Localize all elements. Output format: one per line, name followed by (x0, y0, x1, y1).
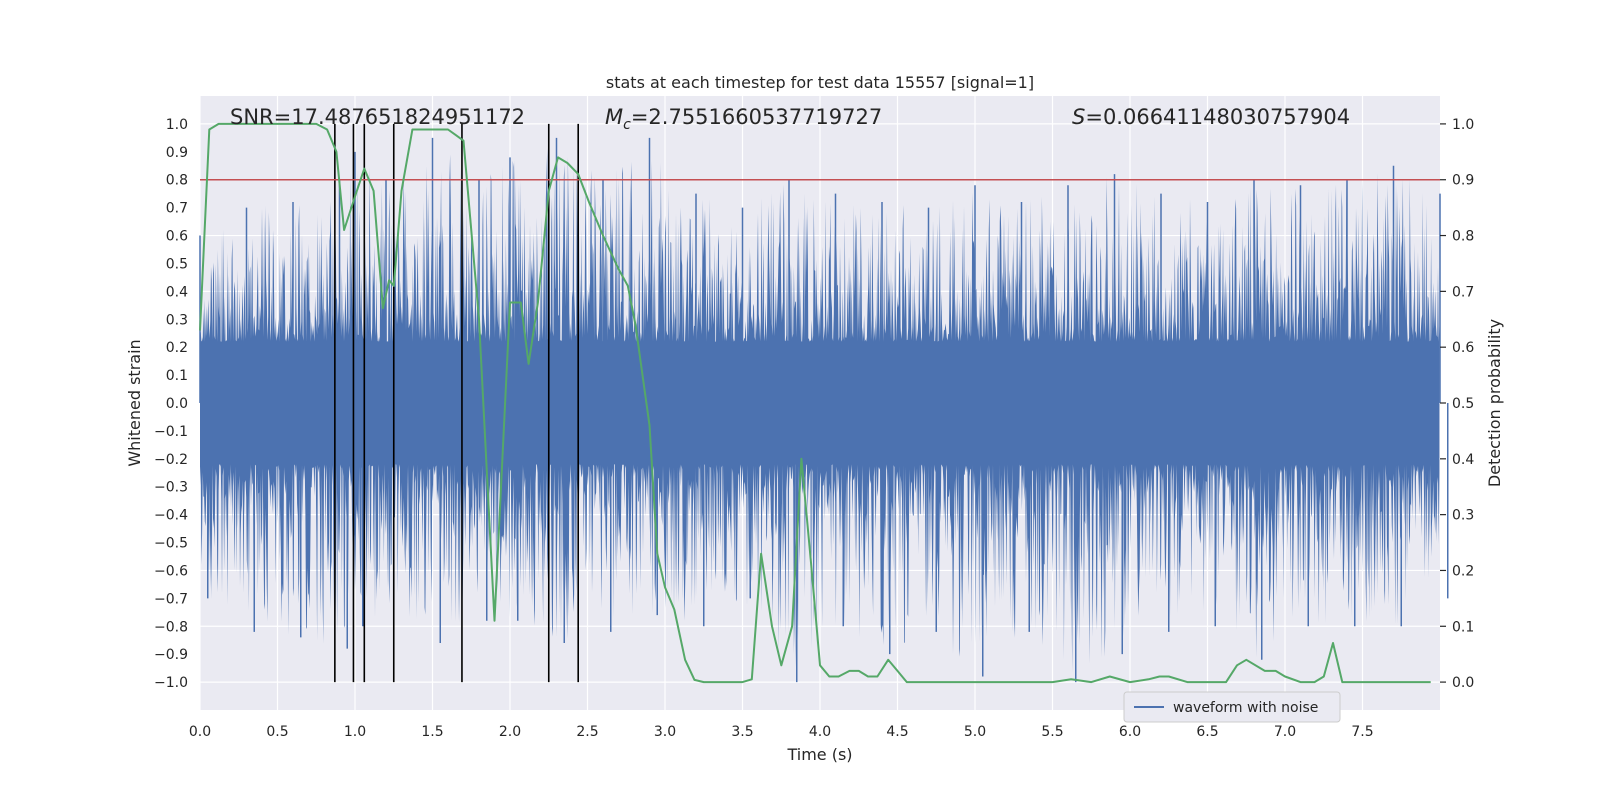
s-value: =0.06641148030757904 (1085, 105, 1350, 129)
y2-tick-label: 0.1 (1452, 619, 1474, 635)
x-tick-label: 0.0 (189, 724, 211, 740)
x-tick-label: 3.0 (654, 724, 676, 740)
x-axis-ticks: 0.0 0.5 1.0 1.5 2.0 2.5 3.0 3.5 4.0 4.5 5.0 5.5 6.0 6… (189, 724, 1374, 740)
x-tick-label: 2.5 (576, 724, 598, 740)
y-tick-label: −0.5 (154, 536, 188, 552)
x-tick-label: 4.5 (886, 724, 908, 740)
y-tick-label: 0.7 (166, 201, 188, 217)
y-axis-ticks: 1.0 0.9 0.8 0.7 0.6 0.5 0.4 0.3 0.2 0.1 0.0 −0.1 −0.… (154, 117, 188, 691)
x-axis-label: Time (s) (786, 745, 852, 764)
x-tick-label: 5.0 (964, 724, 986, 740)
y-tick-label: −0.7 (154, 591, 188, 607)
y-axis-label: Whitened strain (125, 339, 144, 466)
y-tick-label: 0.9 (166, 145, 188, 161)
y-tick-label: −0.2 (154, 452, 188, 468)
x-tick-label: 3.5 (731, 724, 753, 740)
y-tick-label: 0.4 (166, 284, 188, 300)
y-tick-label: 0.1 (166, 368, 188, 384)
y-tick-label: −0.3 (154, 480, 188, 496)
y-tick-label: 0.0 (166, 396, 188, 412)
y2-axis-ticks: 1.0 0.9 0.8 0.7 0.6 0.5 0.4 0.3 0.2 0.1 0.0 (1440, 117, 1474, 691)
x-tick-label: 1.5 (421, 724, 443, 740)
y-tick-label: 0.2 (166, 340, 188, 356)
y-tick-label: 0.5 (166, 256, 188, 272)
chirp-mass-value: =2.7551660537719727 (631, 105, 882, 129)
y-tick-label: −0.6 (154, 563, 188, 579)
x-tick-label: 0.5 (266, 724, 288, 740)
s-annotation: S=0.06641148030757904 (1072, 105, 1350, 129)
legend: waveform with noise (1123, 691, 1341, 723)
y2-tick-label: 0.4 (1452, 452, 1474, 468)
y-tick-label: −0.8 (154, 619, 188, 635)
y2-tick-label: 1.0 (1452, 117, 1474, 133)
waveform-with-noise-series (200, 148, 1440, 673)
y-tick-label: −0.4 (154, 508, 188, 524)
snr-annotation: SNR=17.487651824951172 (230, 105, 525, 129)
y-tick-label: 0.3 (166, 312, 188, 328)
event-lines (334, 123, 580, 683)
y2-tick-label: 0.5 (1452, 396, 1474, 412)
y-tick-label: −0.9 (154, 647, 188, 663)
s-symbol: S (1072, 105, 1085, 129)
y2-tick-label: 0.0 (1452, 675, 1474, 691)
detection-probability-series (199, 122, 1431, 684)
x-tick-label: 6.5 (1196, 724, 1218, 740)
y2-tick-label: 0.2 (1452, 563, 1474, 579)
x-tick-label: 1.0 (344, 724, 366, 740)
y2-axis-label: Detection probability (1485, 319, 1504, 487)
waveform-spikes (199, 137, 1449, 683)
legend-entry-waveform: waveform with noise (1173, 700, 1318, 716)
y2-tick-label: 0.6 (1452, 340, 1474, 356)
x-tick-label: 4.0 (809, 724, 831, 740)
chirp-mass-annotation: Mc=2.7551660537719727 (605, 105, 882, 133)
y-tick-label: 1.0 (166, 117, 188, 133)
y-tick-label: 0.6 (166, 229, 188, 245)
x-tick-label: 7.5 (1351, 724, 1373, 740)
x-tick-label: 5.5 (1041, 724, 1063, 740)
y-tick-label: −0.1 (154, 424, 188, 440)
y2-tick-label: 0.9 (1452, 173, 1474, 189)
y-tick-label: 0.8 (166, 173, 188, 189)
x-tick-label: 7.0 (1274, 724, 1296, 740)
x-tick-label: 2.0 (499, 724, 521, 740)
chirp-mass-symbol: M (605, 105, 623, 129)
y2-tick-label: 0.3 (1452, 508, 1474, 524)
legend-box (1123, 691, 1341, 723)
chart-title: stats at each timestep for test data 155… (606, 73, 1034, 92)
chirp-mass-subscript: c (623, 117, 631, 133)
y2-tick-label: 0.7 (1452, 284, 1474, 300)
y2-tick-label: 0.8 (1452, 229, 1474, 245)
y-tick-label: −1.0 (154, 675, 188, 691)
x-tick-label: 6.0 (1119, 724, 1141, 740)
